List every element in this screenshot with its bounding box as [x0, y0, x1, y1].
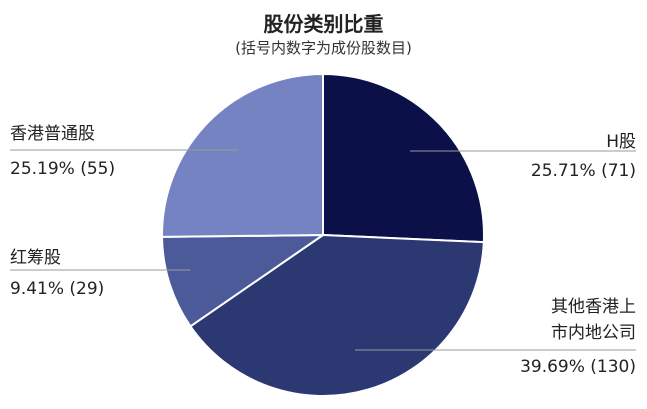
slice-label-other-mainland-line2: 市内地公司	[551, 323, 636, 343]
chart-title: 股份类别比重	[263, 12, 384, 36]
slice-label-h-shares: H股	[606, 132, 636, 152]
slice-other-mainland	[189, 233, 485, 397]
slice-value-red-chips: 9.41% (29)	[10, 279, 105, 299]
slice-value-other-mainland: 39.69% (130)	[520, 357, 636, 377]
slice-value-h-shares: 25.71% (71)	[530, 161, 636, 181]
slice-value-hk-ordinary: 25.19% (55)	[10, 159, 116, 179]
slice-red-chips	[160, 233, 327, 328]
slice-h-shares	[322, 72, 485, 244]
chart-subtitle: (括号内数字为成份股数目)	[235, 39, 412, 57]
slice-label-other-mainland-line1: 其他香港上	[551, 297, 636, 317]
slice-hk-ordinary	[161, 72, 324, 238]
slice-label-red-chips: 红筹股	[10, 248, 61, 268]
slice-label-hk-ordinary: 香港普通股	[10, 124, 95, 144]
